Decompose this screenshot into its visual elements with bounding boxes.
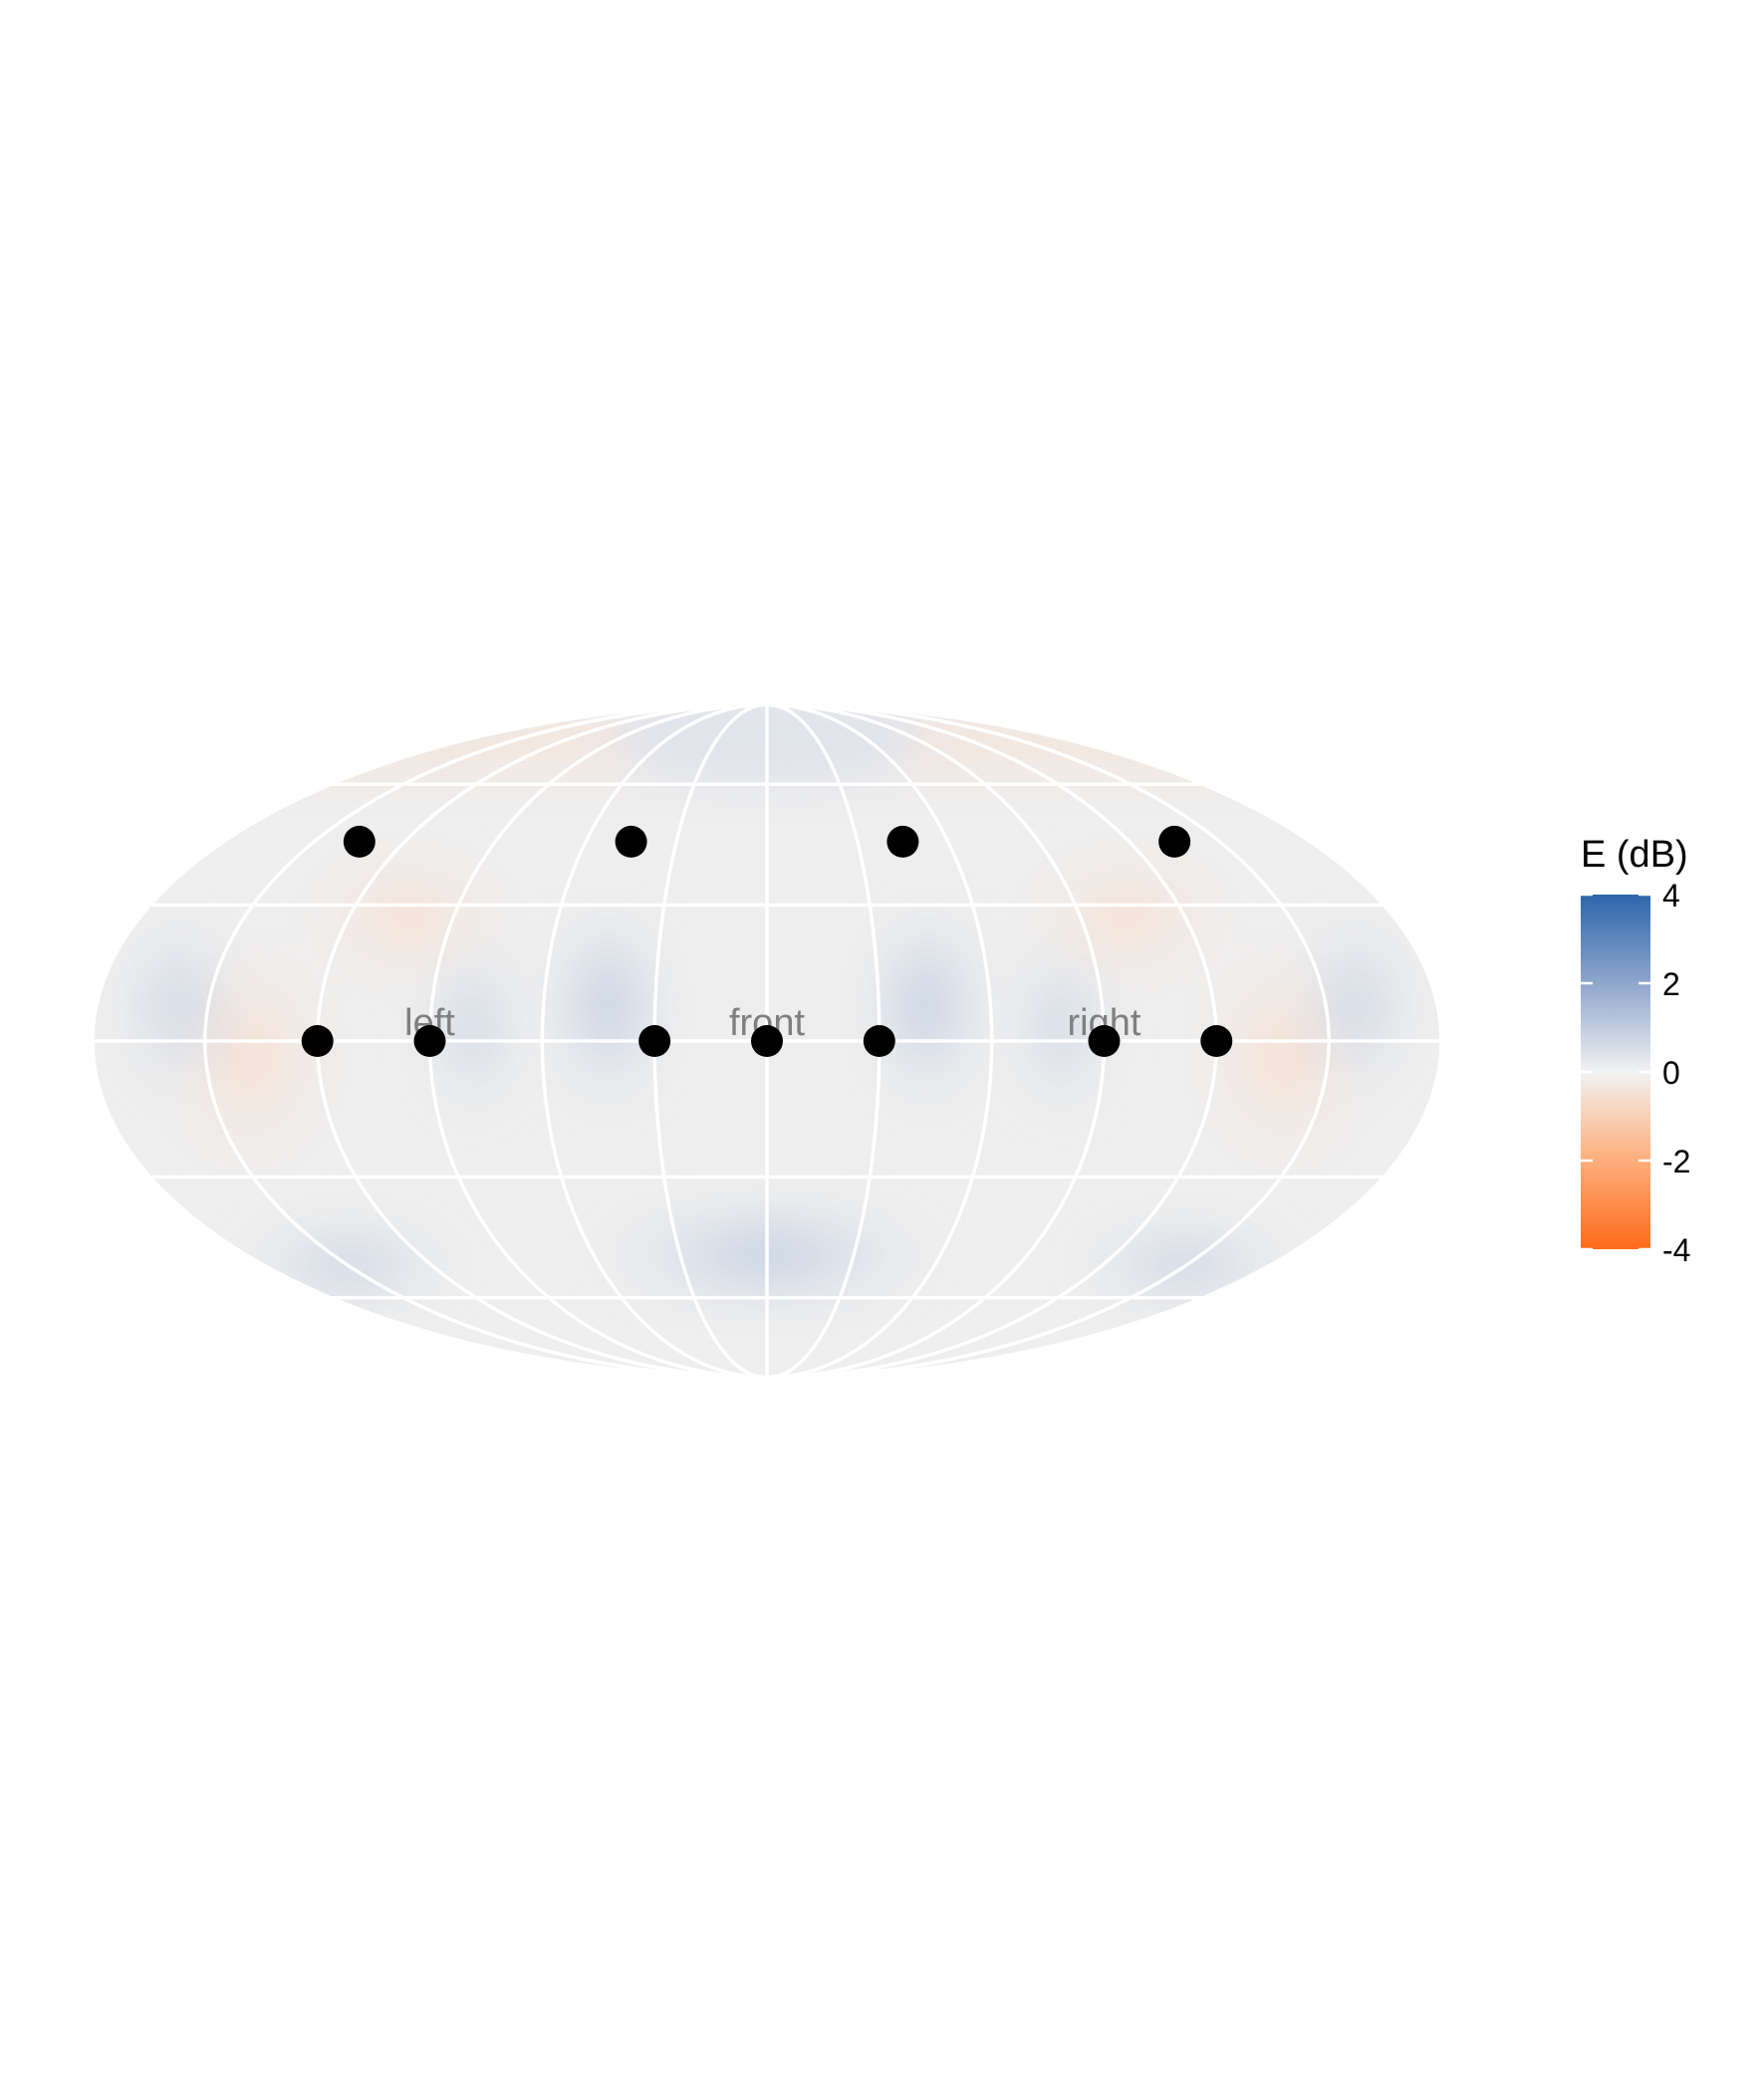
sample-point (413, 1025, 446, 1057)
colorbar-tick-label: 4 (1662, 878, 1680, 914)
sample-point (863, 1025, 895, 1057)
sample-point (1200, 1025, 1233, 1057)
colorbar-tick-label: 0 (1662, 1055, 1680, 1091)
sample-point (301, 1025, 334, 1057)
colorbar-tick-label: 2 (1662, 966, 1680, 1002)
colorbar-tick-label: -2 (1662, 1144, 1690, 1179)
sample-point (343, 825, 376, 858)
sample-point (615, 825, 647, 858)
sample-point (886, 825, 919, 858)
sample-points (301, 825, 1233, 1057)
colorbar-title: E (dB) (1581, 834, 1688, 876)
sample-point (1088, 1025, 1121, 1057)
colorbar-ticks: 4 2 0 -2 -4 (1581, 878, 1690, 1268)
colorbar: E (dB) 4 2 0 -2 -4 (1581, 834, 1690, 1268)
sample-point (638, 1025, 671, 1057)
sample-point (1158, 825, 1191, 858)
sample-point (751, 1025, 783, 1057)
colorbar-tick-label: -4 (1662, 1232, 1690, 1268)
